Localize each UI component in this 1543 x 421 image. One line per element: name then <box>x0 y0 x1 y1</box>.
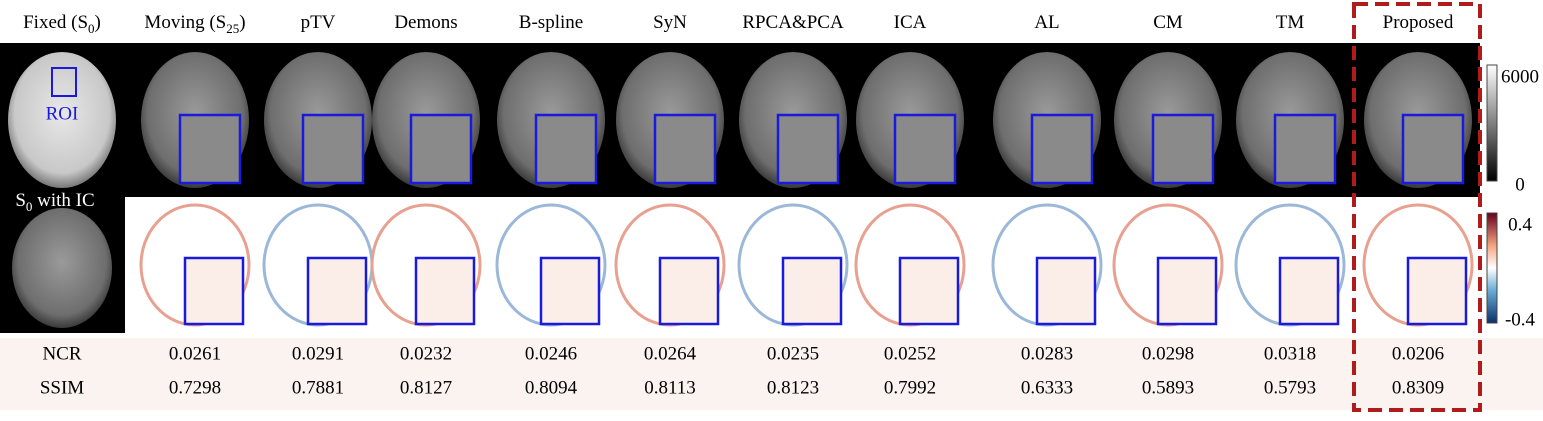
label-sub: 0 <box>88 21 95 36</box>
zoom-inset <box>301 113 365 185</box>
zoom-inset <box>893 113 957 185</box>
roi-label: ROI <box>46 103 79 124</box>
table-cell: 0.0318 <box>1264 343 1316 364</box>
label: pTV <box>301 12 336 33</box>
table-cell: 0.6333 <box>1021 377 1073 398</box>
table-cell: 0.7298 <box>169 377 221 398</box>
label-sub: 0 <box>26 199 33 214</box>
label-end: ) <box>95 12 101 33</box>
zoom-inset <box>1406 256 1468 326</box>
zoom-inset <box>306 256 368 326</box>
brain-image <box>8 52 116 188</box>
label-text: B-spline <box>519 12 583 33</box>
table-cell: 0.8094 <box>525 377 578 398</box>
zoom-inset <box>898 256 960 326</box>
label: ICA <box>894 12 927 33</box>
label: AL <box>1034 12 1059 33</box>
table-cell: 0.8309 <box>1392 377 1444 398</box>
label: CM <box>1153 12 1183 33</box>
label: RPCA&PCA <box>742 12 844 33</box>
colorbar-min: 0 <box>1515 174 1525 195</box>
label: B-spline <box>519 12 583 33</box>
zoom-inset <box>539 256 601 326</box>
zoom-inset <box>1273 113 1337 185</box>
label: SyN <box>653 12 687 33</box>
table-bg <box>0 338 1543 410</box>
label-end: with IC <box>32 190 94 211</box>
zoom-inset <box>1401 113 1465 185</box>
zoom-inset <box>781 256 843 326</box>
table-cell: 0.5793 <box>1264 377 1316 398</box>
label-text: CM <box>1153 12 1183 33</box>
table-cell: 0.0298 <box>1142 343 1194 364</box>
highlight-box <box>1352 2 1482 412</box>
roi-box <box>51 67 77 97</box>
label-text: SyN <box>653 12 687 33</box>
label-text: Demons <box>394 12 457 33</box>
table-cell: 0.0291 <box>292 343 344 364</box>
colorbar-min: -0.4 <box>1505 309 1536 330</box>
zoom-inset <box>1151 113 1215 185</box>
label: Moving (S25) <box>144 12 245 36</box>
zoom-inset <box>1156 256 1218 326</box>
table-cell: 0.8127 <box>400 377 452 398</box>
zoom-inset <box>534 113 598 185</box>
zoom-inset <box>658 256 720 326</box>
reference-brain <box>12 208 112 328</box>
colorbar <box>1486 64 1498 182</box>
label-text: Fixed (S <box>23 12 88 33</box>
zoom-inset <box>409 113 473 185</box>
table-cell: 0.0252 <box>884 343 936 364</box>
zoom-inset <box>776 113 840 185</box>
table-cell: 0.5893 <box>1142 377 1194 398</box>
table-cell: 0.8113 <box>644 377 696 398</box>
zoom-inset <box>1030 113 1094 185</box>
label: Fixed (S0) <box>23 12 101 36</box>
table-cell: 0.0246 <box>525 343 577 364</box>
colorbar-max: 6000 <box>1501 66 1539 87</box>
table-cell: 0.0261 <box>169 343 221 364</box>
label: Demons <box>394 12 457 33</box>
zoom-inset <box>1278 256 1340 326</box>
label-end: ) <box>239 12 245 33</box>
label-text: RPCA&PCA <box>742 12 844 33</box>
table-cell: 0.0206 <box>1392 343 1444 364</box>
label-text: Moving (S <box>144 12 226 33</box>
row-label: SSIM <box>40 377 84 398</box>
table-cell: 0.8123 <box>767 377 819 398</box>
label-text: Proposed <box>1383 12 1454 33</box>
table-cell: 0.7881 <box>292 377 344 398</box>
label-text: ICA <box>894 12 927 33</box>
table-cell: 0.0232 <box>400 343 452 364</box>
label-text: pTV <box>301 12 336 33</box>
zoom-inset <box>183 256 245 326</box>
table-cell: 0.0235 <box>767 343 819 364</box>
zoom-inset <box>1035 256 1097 326</box>
colorbar-max: 0.4 <box>1508 214 1532 235</box>
table-cell: 0.7992 <box>884 377 936 398</box>
label: Proposed <box>1383 12 1454 33</box>
label-text: TM <box>1276 12 1305 33</box>
label-sub: 25 <box>226 21 239 36</box>
table-cell: 0.0264 <box>644 343 697 364</box>
label-text: S <box>15 190 26 211</box>
colorbar <box>1486 212 1498 324</box>
label-text: AL <box>1034 12 1059 33</box>
row-label: NCR <box>42 343 81 364</box>
zoom-inset <box>178 113 242 185</box>
table-cell: 0.0283 <box>1021 343 1073 364</box>
label: S0 with IC <box>15 190 94 214</box>
zoom-inset <box>414 256 476 326</box>
label: TM <box>1276 12 1305 33</box>
zoom-inset <box>653 113 717 185</box>
